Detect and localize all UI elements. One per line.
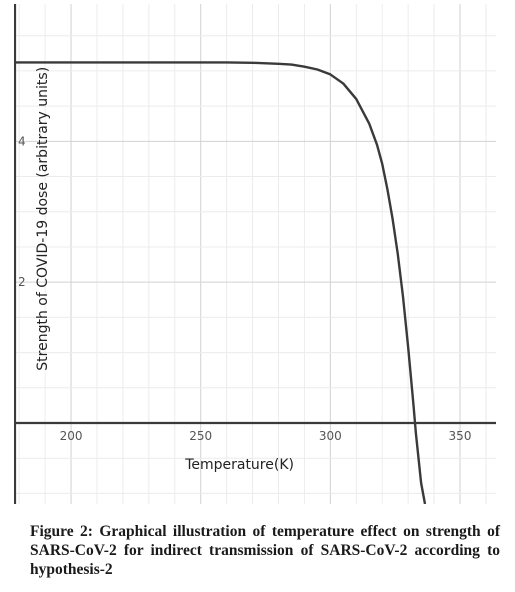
grid-lines xyxy=(14,4,496,504)
x-tick-label-250: 250 xyxy=(189,429,212,443)
y-tick-label-2: 2 xyxy=(18,275,26,289)
x-tick-label-350: 350 xyxy=(449,429,472,443)
y-tick-label-4: 4 xyxy=(18,134,26,148)
figure-caption: Figure 2: Graphical illustration of temp… xyxy=(30,523,500,578)
chart-plot-area: 200 250 300 350 4 2 Temperature(K) Strength o… xyxy=(14,4,496,504)
series-line-0 xyxy=(14,61,427,504)
data-series xyxy=(14,61,427,504)
x-axis-label: Temperature(K) xyxy=(184,457,294,473)
tick-labels: 200 250 300 350 4 2 xyxy=(18,134,471,443)
y-axis-label: Strength of COVID-19 dose (arbitrary uni… xyxy=(35,67,51,371)
temperature-chart: 200 250 300 350 4 2 Temperature(K) Strength o… xyxy=(14,4,496,504)
x-tick-label-200: 200 xyxy=(60,429,83,443)
x-tick-label-300: 300 xyxy=(319,429,342,443)
axes xyxy=(14,4,496,504)
